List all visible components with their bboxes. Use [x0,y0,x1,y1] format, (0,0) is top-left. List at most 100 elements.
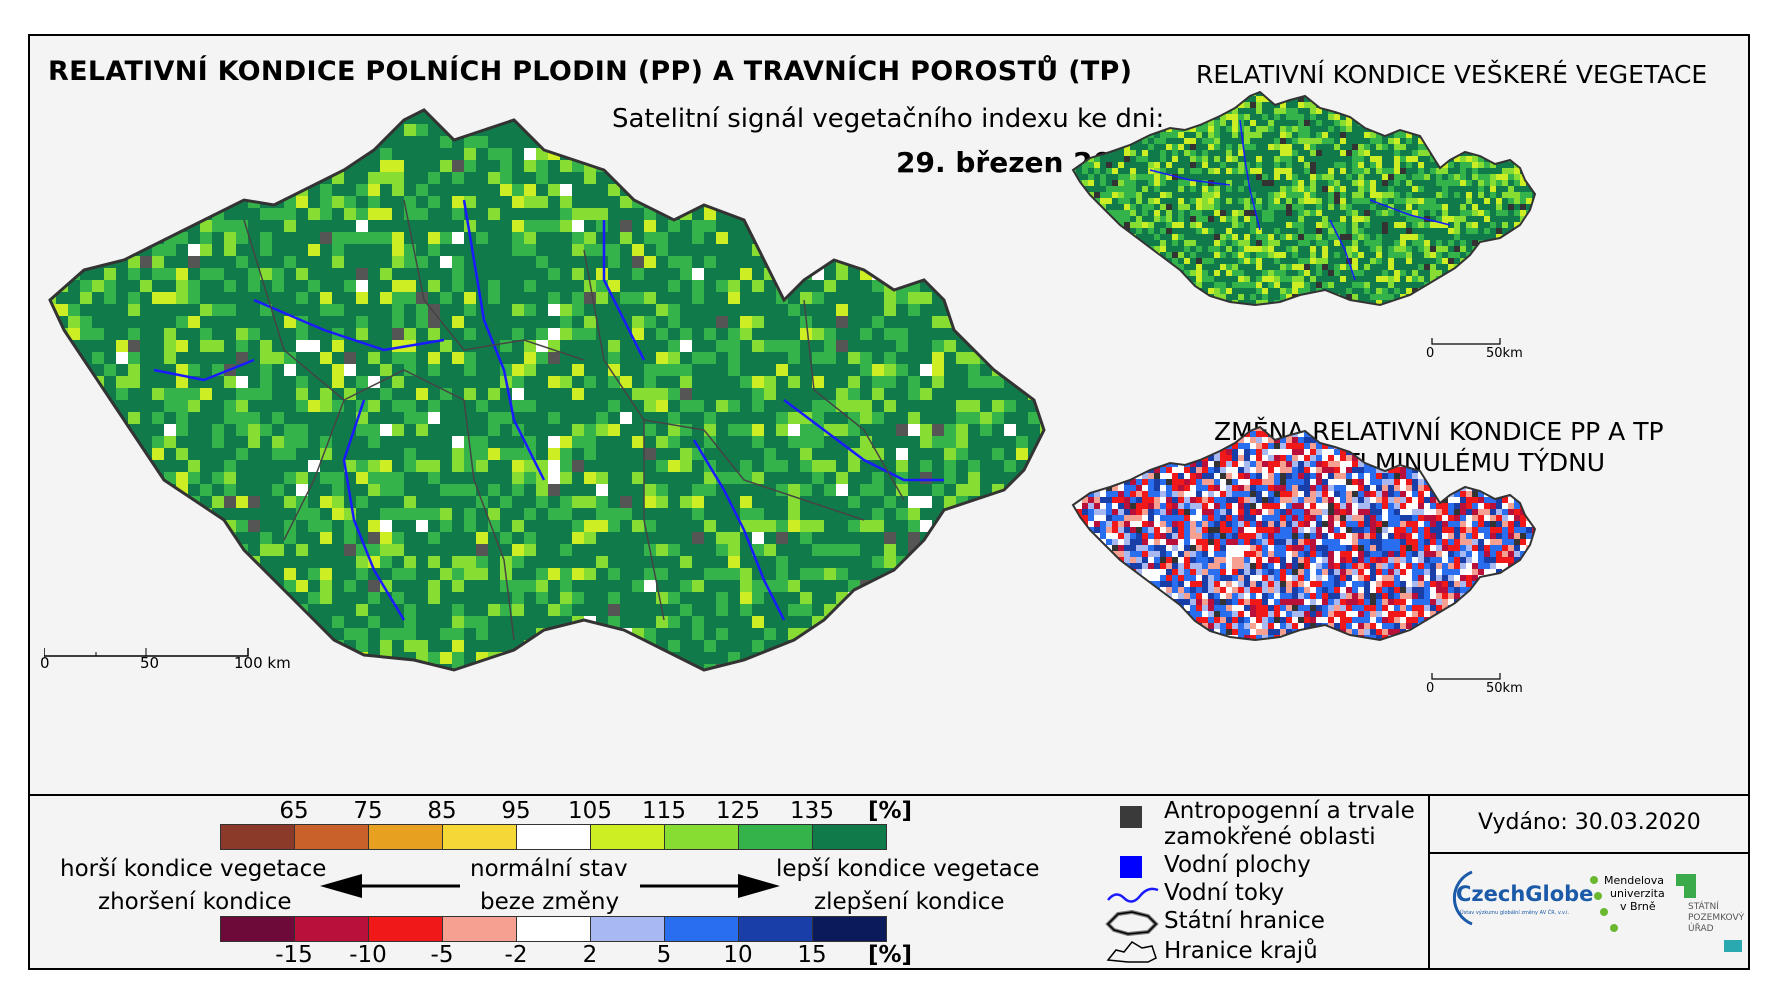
change-swatch [813,917,886,941]
mendel-text: Mendelova univerzita v Brně [1604,874,1665,913]
subtitle: Satelitní signál vegetačního indexu ke d… [612,104,1165,134]
region-border-icon [1106,941,1157,963]
condition-swatch [369,825,443,849]
change-swatch [221,917,295,941]
condition_scale-tick: 75 [353,798,383,824]
condition-color-bar [220,824,887,850]
condition_scale-tick: 105 [568,798,612,824]
change-swatch [443,917,517,941]
change_scale-tick: -10 [349,942,387,968]
change-color-bar [220,916,887,942]
small-scale-bar-1 [1431,338,1501,345]
water-bodies-label: Vodní plochy [1164,852,1311,878]
condition-swatch [517,825,591,849]
spu-line-2: POZEMKOVÝ [1688,913,1745,923]
condition_scale-tick: 65 [279,798,309,824]
anthropogenic-label-1: Antropogenní a trvale [1164,798,1415,824]
change-swatch [591,917,665,941]
change-swatch [665,917,739,941]
better-label-1: lepší kondice vegetace [776,856,1040,882]
spu-logo: STÁTNÍ POZEMKOVÝ ÚŘAD [1676,874,1746,964]
anthropogenic-swatch [1120,806,1142,828]
main-scale-0: 0 [40,654,50,672]
condition-unit: [%] [868,798,913,824]
spu-green-block-2 [1684,874,1696,898]
condition-swatch [591,825,665,849]
condition-swatch [295,825,369,849]
condition_scale-tick: 135 [790,798,834,824]
change-swatch [295,917,369,941]
scale2-0: 0 [1426,681,1435,696]
condition-swatch [443,825,517,849]
czechglobe-text: CzechGlobe [1456,882,1594,906]
change-swatch [517,917,591,941]
worse-label-1: horší kondice vegetace [60,856,327,882]
change_scale-tick: 10 [723,942,753,968]
change_scale-tick: -15 [275,942,313,968]
scale2-50: 50km [1486,681,1523,696]
change-swatch [739,917,813,941]
mendel-line-2: univerzita [1610,887,1665,900]
normal-label-2: beze změny [480,889,620,915]
change-map [1072,426,1536,680]
spu-line-1: STÁTNÍ [1688,902,1719,912]
condition_scale-tick: 115 [642,798,686,824]
condition_scale-tick: 85 [427,798,457,824]
all-vegetation-title: RELATIVNÍ KONDICE VEŠKERÉ VEGETACE [1196,60,1708,89]
issued-divider [1428,852,1750,854]
legend-divider [28,794,1750,796]
spu-line-3: ÚŘAD [1688,924,1714,934]
legend-divider-vertical [1428,794,1430,970]
change_scale-tick: 5 [656,942,672,968]
all-vegetation-map [1072,91,1536,345]
change_scale-tick: -2 [504,942,528,968]
condition-swatch [665,825,739,849]
main-scale-100: 100 km [234,654,291,672]
state-border-icon [1105,909,1159,936]
change_scale-tick: 15 [797,942,827,968]
main-region-borders [243,199,905,641]
anthropogenic-label-2: zamokřené oblasti [1164,824,1376,850]
all-vegetation-rivers [1149,119,1451,281]
region-border-label: Hranice krajů [1164,938,1318,964]
water-bodies-swatch [1120,856,1142,878]
arrows [320,874,780,898]
mendel-dot-icon [1594,892,1602,900]
all-vegetation-fill [1073,92,1535,305]
mendel-logo: Mendelova univerzita v Brně [1590,874,1670,944]
czechglobe-subtext: Ústav výzkumu globální změny AV ČR, v.v.… [1460,910,1570,916]
mendel-dot-icon [1610,924,1618,932]
main-condition-map [44,108,1046,672]
czechglobe-arc-icon [1452,870,1473,926]
czechglobe-logo: CzechGlobe Ústav výzkumu globální změny … [1438,868,1593,934]
condition_scale-tick: 95 [501,798,531,824]
change-unit: [%] [868,942,913,968]
small-scale-bar-2 [1431,673,1501,680]
mendel-dot-icon [1600,908,1608,916]
scale1-50: 50km [1486,346,1523,361]
main-scale-50: 50 [140,654,160,672]
spu-text: STÁTNÍ POZEMKOVÝ ÚŘAD [1688,902,1744,935]
scale1-0: 0 [1426,346,1435,361]
issued-date: Vydáno: 30.03.2020 [1478,810,1701,835]
change_scale-tick: -5 [430,942,454,968]
change_scale-tick: 2 [582,942,598,968]
mendel-line-1: Mendelova [1604,874,1665,887]
left-arrow-icon [320,874,460,898]
mendel-line-3: v Brně [1620,900,1656,913]
state-border-label: Státní hranice [1164,908,1325,934]
better-label-2: zlepšení kondice [814,889,1005,915]
main-title: RELATIVNÍ KONDICE POLNÍCH PLODIN (PP) A … [48,56,1133,87]
change-map-fill [1073,427,1535,640]
worse-label-2: zhoršení kondice [98,889,292,915]
condition-swatch [221,825,295,849]
main-scale-bar [44,648,249,657]
main-map-fill [50,110,1044,670]
right-arrow-icon [640,874,780,898]
mendel-dot-icon [1590,876,1598,884]
change-swatch [369,917,443,941]
normal-label-1: normální stav [470,856,628,882]
condition-swatch [813,825,886,849]
condition-swatch [739,825,813,849]
condition_scale-tick: 125 [716,798,760,824]
